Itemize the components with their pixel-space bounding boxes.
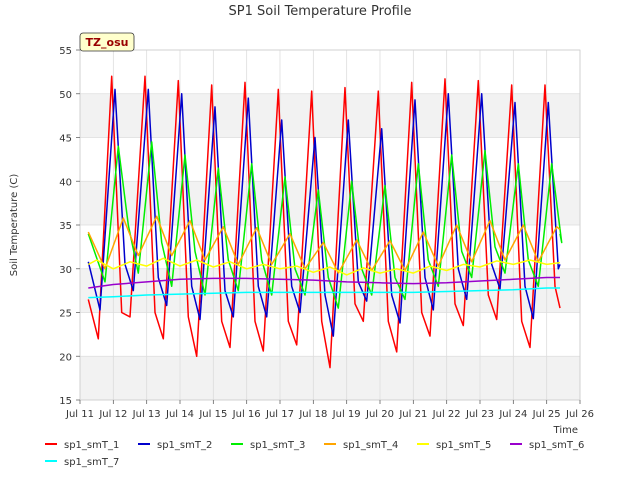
- x-tick-label: Jul 17: [265, 409, 294, 420]
- legend-label: sp1_smT_2: [157, 440, 212, 451]
- y-tick-label: 55: [59, 46, 72, 57]
- series-lines: [87, 75, 563, 369]
- x-tick-label: Jul 24: [498, 409, 527, 420]
- y-axis-label: Soil Temperature (C): [9, 174, 20, 277]
- x-tick-label: Jul 12: [98, 409, 127, 420]
- legend-label: sp1_smT_4: [343, 440, 398, 451]
- series-line-sp1_smT_6: [88, 276, 560, 289]
- x-tick-label: Jul 19: [332, 409, 361, 420]
- x-tick-label: Jul 16: [232, 409, 261, 420]
- x-tick-label: Jul 15: [198, 409, 227, 420]
- x-tick-label: Jul 18: [298, 409, 327, 420]
- chart-title: SP1 Soil Temperature Profile: [229, 4, 412, 19]
- y-tick-label: 35: [59, 221, 72, 232]
- series-line-sp1_smT_4: [87, 215, 561, 274]
- legend-label: sp1_smT_5: [436, 440, 491, 451]
- series-line-sp1_smT_7: [88, 287, 560, 299]
- y-tick-label: 50: [59, 90, 72, 101]
- axes: 15 20 25 30 35 40 45 50 55 Jul 11 Jul 12 Jul 13 Jul …: [59, 46, 594, 420]
- grid-band: [80, 93, 580, 138]
- legend-label: sp1_smT_1: [64, 440, 119, 451]
- y-tick-label: 20: [59, 352, 72, 363]
- series-line-sp1_smT_1: [87, 75, 561, 369]
- y-tick-label: 40: [59, 177, 72, 188]
- x-tick-label: Jul 20: [365, 409, 394, 420]
- y-tick-label: 45: [59, 134, 72, 145]
- series-line-sp1_smT_2: [87, 88, 561, 337]
- legend-label: sp1_smT_7: [64, 457, 119, 468]
- x-tick-label: Jul 25: [532, 409, 561, 420]
- x-tick-label: Jul 26: [565, 409, 594, 420]
- legend-label: sp1_smT_3: [250, 440, 305, 451]
- x-tick-label: Jul 21: [398, 409, 427, 420]
- y-tick-label: 30: [59, 265, 72, 276]
- y-tick-label: 15: [59, 396, 72, 407]
- x-tick-label: Jul 22: [432, 409, 461, 420]
- series-line-sp1_smT_5: [87, 257, 561, 276]
- x-tick-label: Jul 23: [465, 409, 494, 420]
- x-tick-label: Jul 14: [165, 409, 194, 420]
- y-tick-label: 25: [59, 309, 72, 320]
- station-label-box: TZ_osu: [79, 32, 135, 52]
- legend-label: sp1_smT_6: [529, 440, 584, 451]
- x-axis-label: Time: [553, 425, 578, 436]
- station-label: TZ_osu: [86, 36, 129, 49]
- grid-band: [80, 181, 580, 225]
- legend: sp1_smT_1 sp1_smT_2 sp1_smT_3 sp1_smT_4 sp1_…: [45, 440, 584, 468]
- x-tick-label: Jul 11: [65, 409, 94, 420]
- x-tick-label: Jul 13: [132, 409, 161, 420]
